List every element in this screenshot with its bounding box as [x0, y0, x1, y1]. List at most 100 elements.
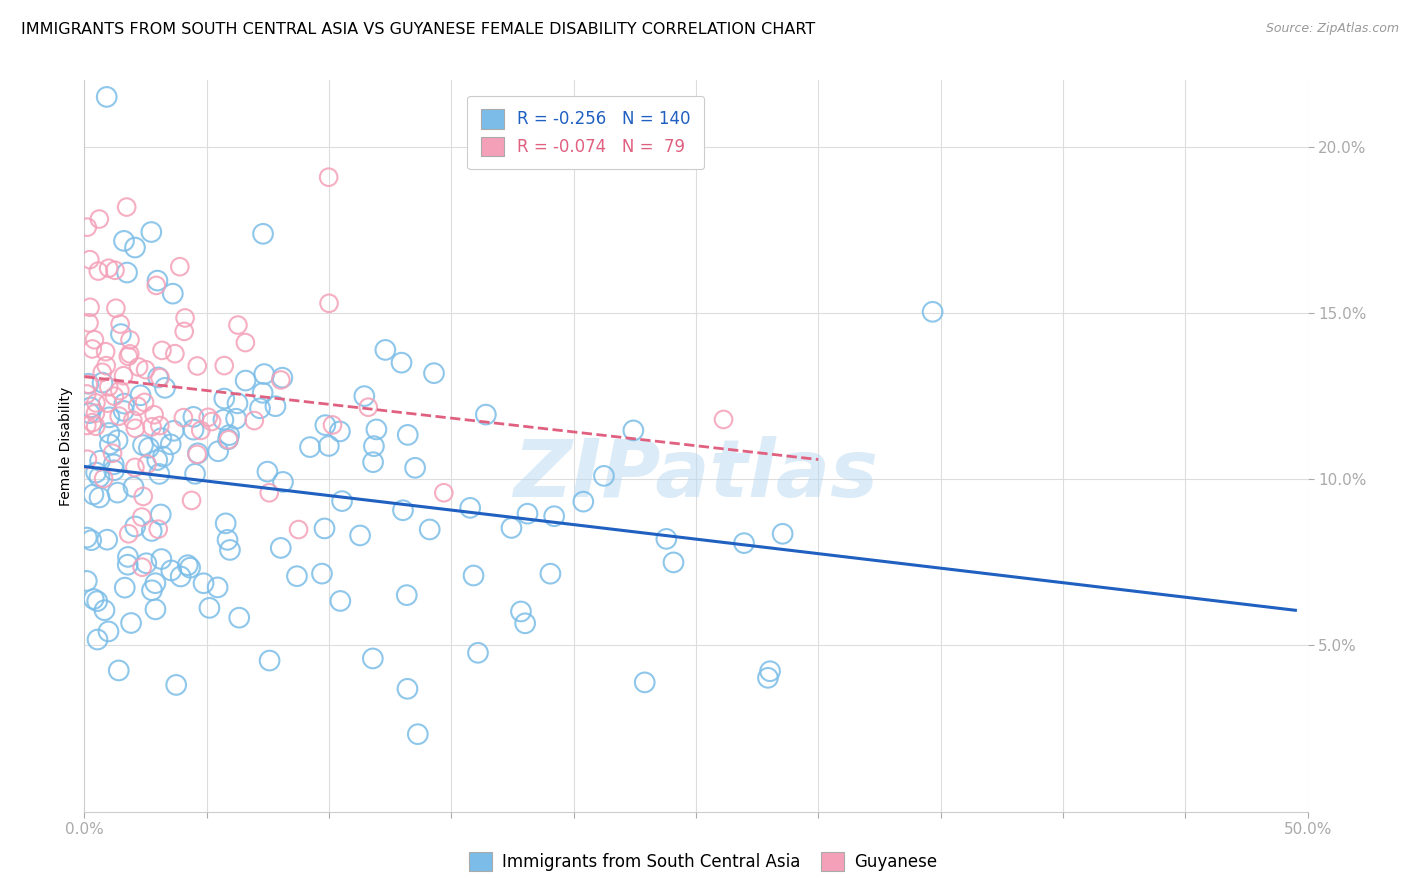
Point: [141, 225, 163, 239]
Point: [177, 558, 200, 573]
Point: [89, 470, 111, 484]
Point: [150, 552, 173, 566]
Point: [298, 440, 321, 454]
Point: [146, 274, 169, 288]
Point: [235, 374, 257, 388]
Point: [82, 416, 104, 430]
Point: [170, 569, 193, 583]
Point: [150, 343, 173, 358]
Point: [112, 234, 135, 248]
Point: [423, 366, 446, 380]
Point: [122, 480, 145, 494]
Point: [655, 532, 678, 546]
Point: [538, 566, 561, 581]
Text: IMMIGRANTS FROM SOUTH CENTRAL ASIA VS GUYANESE FEMALE DISABILITY CORRELATION CHA: IMMIGRANTS FROM SOUTH CENTRAL ASIA VS GU…: [21, 22, 815, 37]
Point: [172, 410, 194, 425]
Point: [148, 370, 170, 384]
Point: [76, 220, 98, 235]
Point: [96, 359, 118, 373]
Point: [318, 296, 340, 310]
Point: [187, 446, 209, 460]
Point: [256, 465, 278, 479]
Point: [152, 450, 174, 464]
Point: [103, 463, 125, 477]
Point: [186, 359, 208, 373]
Point: [124, 241, 146, 255]
Point: [103, 458, 125, 472]
Point: [433, 485, 456, 500]
Point: [89, 454, 111, 468]
Point: [84, 419, 107, 434]
Point: [510, 605, 533, 619]
Point: [107, 434, 129, 448]
Point: [215, 516, 238, 531]
Point: [141, 524, 163, 538]
Point: [143, 408, 166, 422]
Point: [621, 424, 644, 438]
Point: [84, 396, 107, 410]
Point: [143, 576, 166, 591]
Point: [186, 447, 208, 461]
Point: [127, 399, 149, 413]
Point: [235, 335, 257, 350]
Point: [287, 523, 309, 537]
Point: [180, 493, 202, 508]
Point: [108, 317, 131, 331]
Point: [128, 359, 150, 374]
Point: [217, 533, 239, 547]
Point: [271, 370, 294, 384]
Legend: R = -0.256   N = 140, R = -0.074   N =  79: R = -0.256 N = 140, R = -0.074 N = 79: [467, 96, 704, 169]
Point: [226, 396, 249, 410]
Point: [79, 301, 101, 315]
Point: [118, 333, 141, 347]
Point: [349, 528, 371, 542]
Point: [104, 263, 127, 277]
Point: [98, 410, 121, 425]
Point: [257, 485, 280, 500]
Point: [404, 460, 426, 475]
Point: [228, 610, 250, 624]
Point: [243, 413, 266, 427]
Point: [163, 424, 186, 438]
Point: [134, 395, 156, 409]
Point: [118, 347, 141, 361]
Point: [138, 441, 160, 455]
Point: [114, 581, 136, 595]
Point: [396, 428, 419, 442]
Point: [141, 583, 163, 598]
Point: [84, 466, 107, 480]
Y-axis label: Female Disability: Female Disability: [59, 386, 73, 506]
Point: [82, 342, 104, 356]
Point: [467, 646, 489, 660]
Point: [94, 344, 117, 359]
Point: [160, 564, 183, 578]
Point: [197, 410, 219, 425]
Point: [218, 433, 240, 447]
Point: [124, 421, 146, 435]
Point: [83, 333, 105, 347]
Point: [132, 438, 155, 452]
Point: [321, 417, 343, 432]
Point: [314, 521, 336, 535]
Point: [118, 526, 141, 541]
Point: [131, 560, 153, 574]
Point: [110, 327, 132, 342]
Point: [97, 380, 120, 394]
Point: [77, 316, 100, 330]
Point: [103, 389, 125, 403]
Text: ZIPatlas: ZIPatlas: [513, 436, 879, 515]
Point: [270, 373, 292, 387]
Point: [153, 381, 176, 395]
Point: [259, 654, 281, 668]
Point: [285, 569, 308, 583]
Point: [330, 494, 353, 508]
Point: [214, 392, 236, 406]
Point: [391, 356, 413, 370]
Point: [501, 521, 523, 535]
Point: [149, 370, 172, 384]
Point: [207, 444, 229, 458]
Point: [634, 675, 657, 690]
Point: [759, 664, 782, 678]
Point: [77, 377, 100, 392]
Point: [226, 318, 249, 332]
